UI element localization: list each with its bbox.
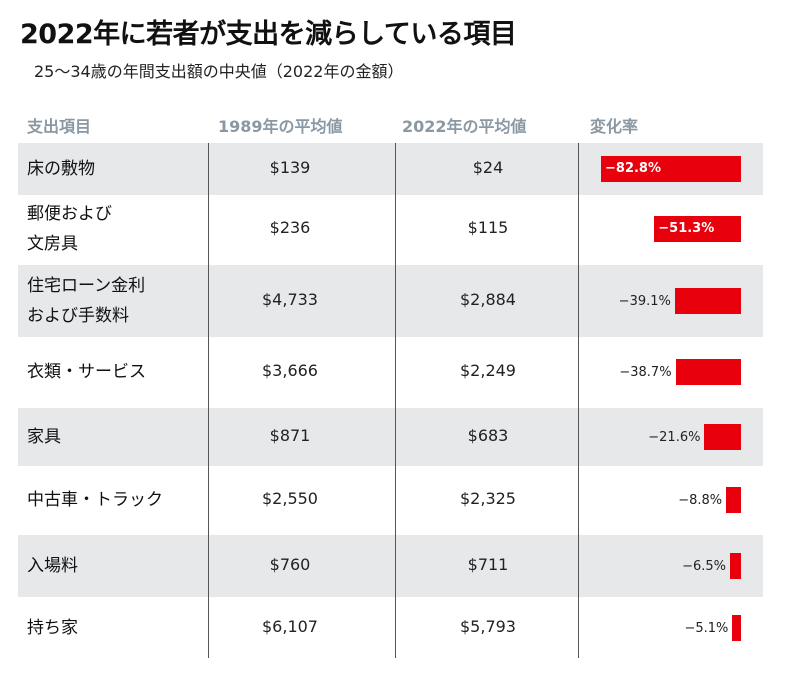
item-label: 郵便および 文房具 [27, 199, 112, 259]
item-label-line: 文房具 [27, 234, 78, 254]
change-bar [732, 615, 741, 641]
value-2022: $115 [467, 218, 509, 237]
item-label: 入場料 [27, 551, 78, 581]
change-bar [704, 424, 741, 450]
change-bar [654, 216, 741, 242]
table-row: 入場料 $760 $711 [18, 535, 763, 597]
item-label: 持ち家 [27, 613, 78, 643]
change-label: −38.7% [619, 365, 672, 380]
change-label: −8.8% [678, 493, 723, 508]
column-header-item: 支出項目 [27, 117, 92, 136]
change-bar [674, 288, 741, 314]
value-2022: $2,249 [460, 361, 516, 380]
column-divider [208, 143, 209, 658]
item-label-line: 中古車・トラック [27, 490, 163, 510]
change-bar [675, 359, 741, 385]
table-row: 郵便および文房具 $236 $115 [18, 195, 763, 263]
value-2022: $2,884 [460, 290, 516, 309]
table-row: 持ち家 $6,107 $5,793 [18, 600, 763, 656]
column-header-change: 変化率 [590, 117, 639, 136]
table-row: 中古車・トラック $2,550 $2,325 [18, 468, 763, 532]
table-row: 住宅ローン金利 および手数料 $4,733 $2,884 [18, 265, 763, 337]
item-label-line: および手数料 [27, 306, 129, 326]
item-label: 衣類・サービス [27, 357, 146, 387]
item-label: 家具 [27, 422, 61, 452]
value-1989: $236 [269, 218, 311, 237]
table-row: 衣類・サービス $3,666 $2,249 [18, 340, 763, 404]
value-1989: $4,733 [262, 290, 318, 309]
item-label: 中古車・トラック [27, 485, 163, 515]
change-label: −39.1% [618, 294, 671, 309]
value-2022: $5,793 [460, 617, 516, 636]
item-label-line: 家具 [27, 427, 61, 447]
column-header-2022: 2022年の平均値 [402, 117, 527, 136]
value-1989: $139 [269, 158, 311, 177]
change-bar [601, 156, 741, 182]
item-label-line: 衣類・サービス [27, 362, 146, 382]
item-label-line: 持ち家 [27, 618, 78, 638]
change-bar [730, 553, 741, 579]
change-label: −5.1% [684, 621, 729, 636]
change-label: −82.8% [605, 161, 661, 176]
change-label: −21.6% [648, 430, 701, 445]
value-1989: $760 [269, 555, 311, 574]
item-label-line: 住宅ローン金利 [27, 276, 146, 296]
table-row: 家具 $871 $683 [18, 408, 763, 466]
value-2022: $2,325 [460, 489, 516, 508]
value-1989: $6,107 [262, 617, 318, 636]
value-1989: $871 [269, 426, 311, 445]
column-divider [395, 143, 396, 658]
chart-title: 2022年に若者が支出を減らしている項目 [20, 19, 517, 50]
change-label: −51.3% [658, 221, 715, 236]
column-header-1989: 1989年の平均値 [218, 117, 343, 136]
value-2022: $711 [467, 555, 509, 574]
value-2022: $683 [467, 426, 509, 445]
item-label-line: 床の敷物 [27, 159, 95, 179]
change-label: −6.5% [682, 559, 726, 574]
value-1989: $2,550 [262, 489, 318, 508]
item-label-line: 入場料 [27, 556, 78, 576]
item-label: 住宅ローン金利 および手数料 [27, 271, 145, 331]
chart-subtitle: 25〜34歳の年間支出額の中央値（2022年の金額） [34, 62, 404, 81]
value-2022: $24 [472, 158, 504, 177]
change-bar [726, 487, 741, 513]
item-label: 床の敷物 [27, 154, 95, 184]
item-label-line: 郵便および [27, 204, 112, 224]
column-divider [578, 143, 579, 658]
value-1989: $3,666 [262, 361, 318, 380]
